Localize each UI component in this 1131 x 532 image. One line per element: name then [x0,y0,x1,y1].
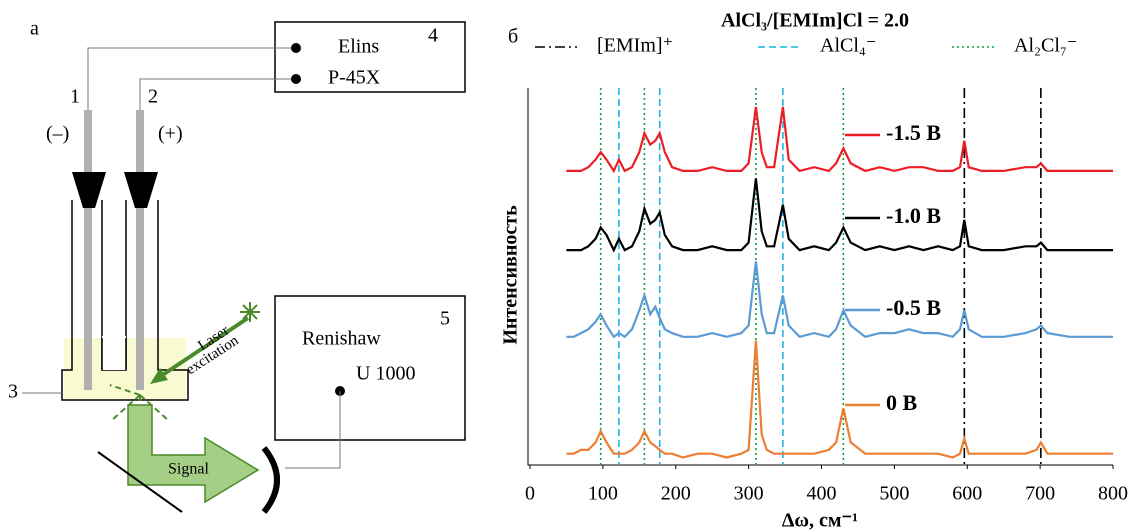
chart-title: AlCl₃/[EMIm]Cl = 2.0 [721,10,909,32]
series-label: -1.0 В [886,203,941,228]
box-text: Renishaw [302,328,381,350]
cell-gap [102,336,126,370]
stopper [72,172,106,208]
x-tick-label: 400 [807,483,837,505]
x-tick-label: 0 [525,483,535,505]
wire [285,391,341,469]
box-number: 5 [440,308,450,330]
series-label: -0.5 В [886,295,941,320]
diagram: а 4 Elins P-45X 1 2 (–) (+) 3 5 Renishaw… [8,18,466,514]
laser-arrow [150,368,168,384]
stopper [124,172,158,208]
spectrum [566,106,1113,174]
electrode-polarity: (+) [158,123,183,145]
spectrometer-box [274,295,466,441]
legend-label: AlCl₄⁻ [820,35,876,57]
x-tick-label: 300 [734,483,764,505]
x-tick-label: 500 [879,483,909,505]
chart: б AlCl₃/[EMIm]Cl = 2.0 Δω, см⁻¹ Интенсив… [500,10,1128,532]
terminal [291,74,301,84]
wire [139,78,296,110]
series-label: -1.5 В [886,120,941,145]
axis [527,88,1113,466]
spectrum [566,340,1113,459]
potentiostat-box [274,21,466,93]
panel-letter: а [30,18,39,40]
box-text: Elins [338,36,379,58]
box-number: 4 [428,25,438,47]
legend-label: Al₂Cl₇⁻ [1014,35,1077,57]
box-text: U 1000 [356,363,415,385]
electrode [84,110,92,390]
terminal [291,43,301,53]
laser-beam [156,316,250,380]
mirror [97,451,183,513]
x-tick-label: 100 [588,483,618,505]
x-axis-label: Δω, см⁻¹ [782,510,858,532]
electrode [136,110,144,390]
signal-label: Signal [168,461,209,478]
cell-number: 3 [8,381,18,403]
electrode-polarity: (–) [46,123,69,145]
detector [261,446,280,514]
x-tick-label: 800 [1098,483,1128,505]
y-axis-label: Интенсивность [500,205,522,345]
series-label: 0 В [886,390,918,415]
spectrum [566,261,1113,339]
signal-arrow [127,404,260,504]
panel-letter: б [508,26,518,48]
box-text: P-45X [328,67,381,89]
x-tick-label: 200 [661,483,691,505]
laser-icon [240,302,260,322]
legend-label: [EMIm]⁺ [597,35,673,57]
x-tick-label: 600 [952,483,982,505]
x-tick-label: 700 [1025,483,1055,505]
electrode-number: 1 [70,86,80,108]
spectrum [566,178,1113,253]
electrode-number: 2 [148,86,158,108]
wire [87,47,296,110]
